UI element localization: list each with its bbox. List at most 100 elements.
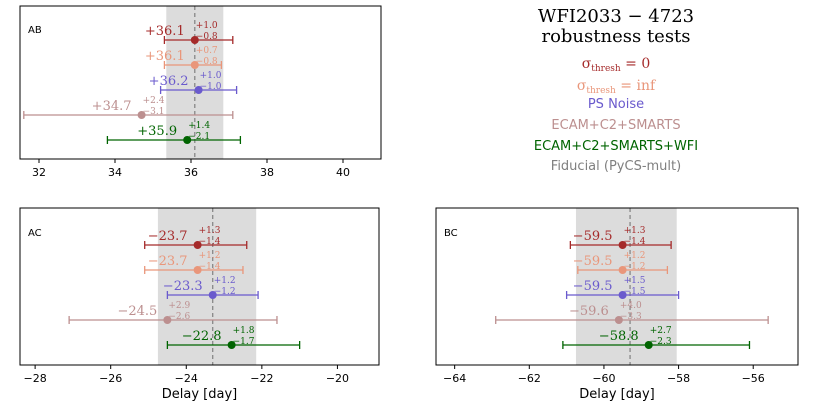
axes-frame	[19, 207, 380, 366]
x-tick-label: −20	[326, 372, 349, 385]
error-minus-label: −2.1	[188, 132, 210, 142]
error-plus-label: +1.2	[624, 251, 646, 261]
point-marker	[208, 291, 217, 299]
data-point-thresh0: +36.1 +1.0−0.8	[145, 21, 234, 44]
legend-item-psnoise: PS Noise	[588, 97, 644, 112]
x-axis-label: Delay [day]	[579, 387, 654, 402]
error-minus-label: −0.8	[196, 32, 218, 42]
error-minus-label: −2.3	[650, 337, 672, 347]
legend-item-ecam: ECAM+C2+SMARTS	[551, 118, 680, 133]
error-minus-label: −3.3	[620, 312, 642, 322]
data-point-threshinf: −59.5 +1.2−1.2	[573, 251, 669, 274]
error-plus-label: +0.7	[196, 46, 218, 56]
axes-frame	[435, 207, 799, 366]
point-marker	[193, 241, 202, 249]
point-marker	[227, 341, 236, 349]
panel-label: BC	[444, 228, 458, 239]
value-label: +34.7	[92, 99, 132, 114]
value-label: +36.1	[145, 24, 185, 39]
x-tick-label: 36	[184, 166, 198, 179]
point-marker	[194, 86, 203, 94]
legend-item-wfi: ECAM+C2+SMARTS+WFI	[534, 139, 698, 154]
x-tick-label: −62	[518, 372, 541, 385]
fiducial-band	[575, 208, 677, 365]
point-marker	[193, 266, 202, 274]
point-marker	[163, 316, 172, 324]
point-marker	[183, 136, 192, 144]
data-point-psnoise: −59.5 +1.5−1.5	[565, 276, 680, 299]
error-plus-label: +1.3	[624, 226, 646, 236]
point-marker	[137, 111, 146, 119]
point-marker	[618, 266, 627, 274]
figure-subtitle: robustness tests	[541, 26, 690, 47]
value-label: +35.9	[137, 124, 177, 139]
value-label: −24.5	[117, 304, 157, 319]
x-tick-label: −60	[592, 372, 615, 385]
error-plus-label: +4.0	[620, 301, 642, 311]
x-tick-label: −26	[99, 372, 122, 385]
error-minus-label: −1.2	[624, 262, 646, 272]
error-plus-label: +1.3	[199, 226, 221, 236]
error-minus-label: −1.4	[199, 262, 221, 272]
x-tick-label: −56	[742, 372, 765, 385]
data-point-wfi: −22.8 +1.8−1.7	[166, 326, 301, 349]
x-tick-label: −22	[250, 372, 273, 385]
value-label: −58.8	[599, 329, 639, 344]
error-minus-label: −1.0	[200, 82, 222, 92]
error-plus-label: +2.9	[168, 301, 190, 311]
data-point-thresh0: −59.5 +1.3−1.4	[569, 226, 672, 249]
value-label: −59.5	[573, 254, 613, 269]
x-tick-label: 38	[260, 166, 274, 179]
value-label: −22.8	[182, 329, 222, 344]
x-tick-label: −58	[667, 372, 690, 385]
point-marker	[190, 61, 199, 69]
data-point-ecam: +34.7 +2.4−3.1	[23, 96, 234, 119]
value-label: +36.1	[145, 49, 185, 64]
error-minus-label: −1.4	[624, 237, 646, 247]
value-label: −59.5	[573, 229, 613, 244]
data-point-psnoise: −23.3 +1.2−1.2	[163, 276, 259, 299]
data-point-wfi: +35.9 +1.4−2.1	[106, 121, 242, 144]
error-plus-label: +1.2	[214, 276, 236, 286]
x-tick-label: 40	[336, 166, 350, 179]
error-minus-label: −1.7	[233, 337, 255, 347]
data-point-ecam: −24.5 +2.9−2.6	[68, 301, 278, 324]
data-point-psnoise: +36.2 +1.0−1.0	[149, 71, 238, 94]
figure-title: WFI2033 − 4723	[538, 6, 694, 27]
data-point-thresh0: −23.7 +1.3−1.4	[144, 226, 248, 249]
x-tick-label: −28	[24, 372, 47, 385]
data-point-ecam: −59.6 +4.0−3.3	[495, 301, 769, 324]
legend-item-thresh0: σthresh = 0	[582, 56, 651, 74]
panel-label: AB	[28, 25, 42, 36]
error-plus-label: +1.0	[196, 21, 218, 31]
value-label: −59.6	[569, 304, 609, 319]
error-plus-label: +1.5	[624, 276, 646, 286]
x-tick-label: 32	[32, 166, 46, 179]
error-plus-label: +1.2	[199, 251, 221, 261]
error-minus-label: −1.2	[214, 287, 236, 297]
value-label: −23.7	[148, 254, 188, 269]
panel-label: AC	[28, 228, 42, 239]
point-marker	[614, 316, 623, 324]
error-plus-label: +1.8	[233, 326, 255, 336]
legend-item-threshinf: σthresh = inf	[577, 78, 657, 96]
x-axis-label: Delay [day]	[162, 387, 237, 402]
error-minus-label: −3.1	[143, 107, 165, 117]
point-marker	[618, 291, 627, 299]
x-tick-label: 34	[108, 166, 122, 179]
value-label: +36.2	[149, 74, 189, 89]
x-tick-label: −64	[443, 372, 466, 385]
axes-frame	[19, 5, 382, 160]
legend-item-fiducial: Fiducial (PyCS-mult)	[551, 159, 681, 174]
point-marker	[644, 341, 653, 349]
error-minus-label: −0.8	[196, 57, 218, 67]
error-minus-label: −2.6	[168, 312, 190, 322]
value-label: −23.7	[148, 229, 188, 244]
point-marker	[190, 36, 199, 44]
fiducial-band	[157, 208, 257, 365]
error-plus-label: +2.7	[650, 326, 672, 336]
